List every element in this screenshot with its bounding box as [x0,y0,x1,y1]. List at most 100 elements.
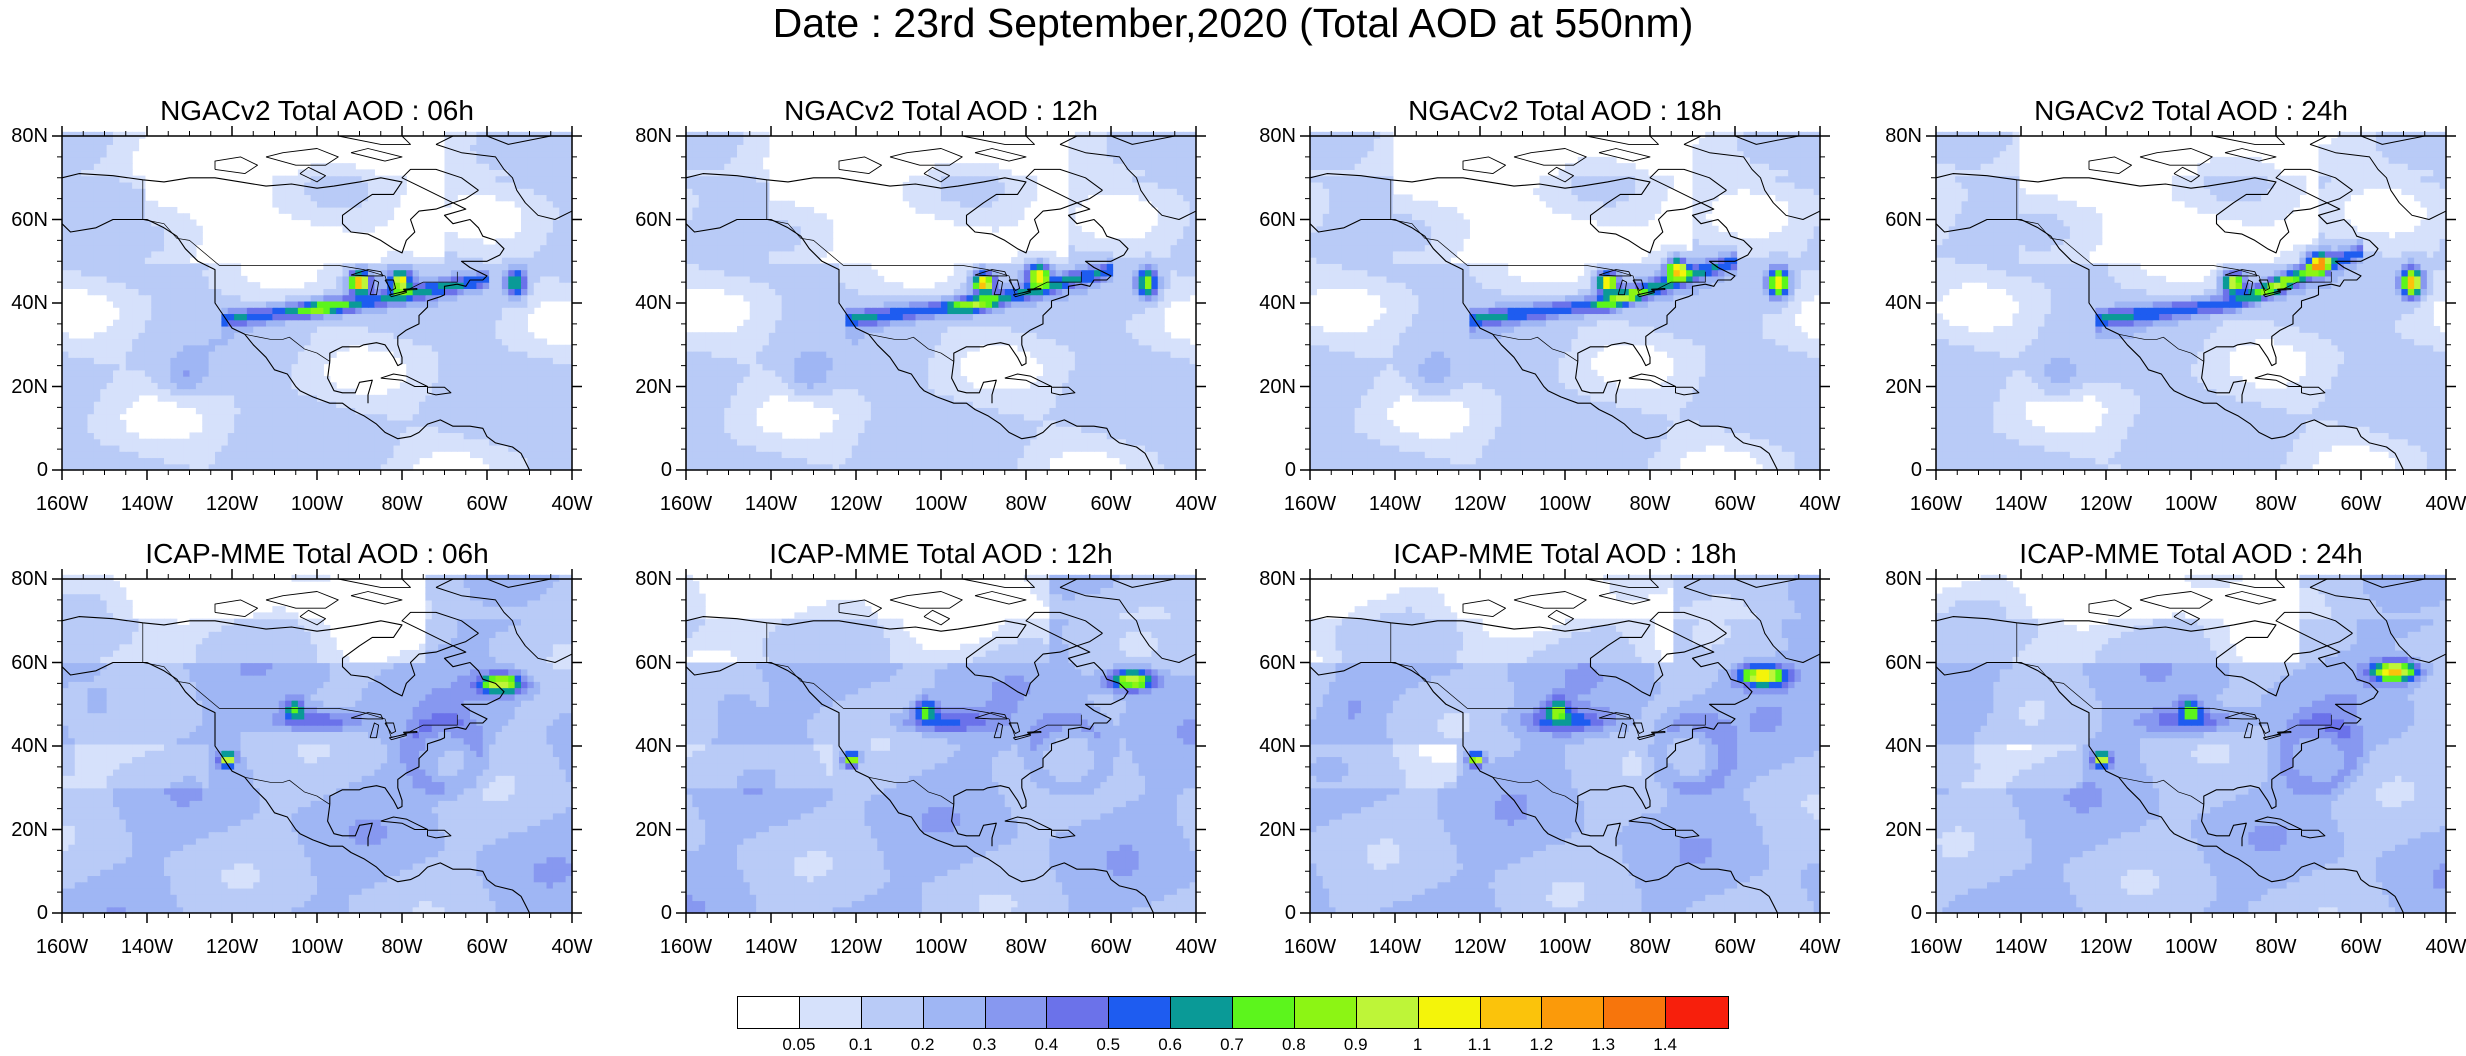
aod-colorbar [737,996,1729,1029]
lon-tick-label: 80W [1005,937,1046,957]
lat-tick-label: 0 [1911,903,1922,923]
panel-title: NGACv2 Total AOD : 18h [1310,94,1820,128]
greenland-outline [1683,578,1821,663]
colorbar-label: 1.3 [1591,1036,1615,1054]
panel-title: NGACv2 Total AOD : 24h [1936,94,2446,128]
lake-outline [350,712,384,720]
colorbar-swatch [1170,996,1234,1029]
colorbar-label: 0.5 [1096,1036,1120,1054]
lat-tick-label: 40N [635,293,672,313]
lon-tick-label: 40W [2425,937,2466,957]
lon-tick-label: 40W [1175,494,1216,514]
island-outline [2173,609,2200,626]
aod-map [676,569,1206,923]
lake-outline [402,287,418,291]
aod-map [1300,569,1830,923]
lake-outline [1598,269,1632,277]
colorbar-swatch [1293,996,1358,1029]
lat-tick-label: 60N [1259,653,1296,673]
greenland-outline [2309,135,2447,220]
lat-tick-label: 80N [635,126,672,146]
pacific-coastline [61,218,530,471]
hispaniola-outline [427,829,452,839]
lake-outline [1026,730,1042,734]
lat-tick-label: 20N [11,820,48,840]
colorbar-label: 0.9 [1344,1036,1368,1054]
island-outline [2139,148,2213,166]
lat-tick-label: 80N [11,569,48,589]
cuba-outline [1004,816,1052,830]
coastlines [61,578,573,914]
map-panel-8: ICAP-MME Total AOD : 24h 80N 60N 40N 20N 0 160… [1885,538,2466,957]
baffin-outline [1025,168,1103,204]
atlantic-coastline [1935,616,2379,810]
lon-tick-label: 160W [660,937,712,957]
map-panel-5: ICAP-MME Total AOD : 06h 80N 60N 40N 20N 0 160… [11,538,592,957]
aod-map [1300,126,1830,480]
lake-outline [2224,712,2258,720]
lake-outline [1008,722,1021,734]
coastlines [1935,135,2447,471]
lon-tick-label: 100W [915,937,967,957]
pacific-coastline [685,218,1154,471]
hispaniola-outline [427,386,452,396]
axis-ticks [1926,126,2456,480]
us-canada-border [766,179,1082,296]
lon-tick-label: 160W [1284,937,1336,957]
coastlines [1935,578,2447,914]
lake-outline [402,730,418,734]
lake-outline [2258,279,2271,291]
hispaniola-outline [1675,829,1700,839]
lon-tick-label: 140W [121,494,173,514]
lon-tick-label: 160W [1284,494,1336,514]
colorbar-swatch [1541,996,1605,1029]
lat-tick-label: 20N [1259,377,1296,397]
us-mexico-border [1492,776,1578,805]
lat-tick-label: 20N [1885,377,1922,397]
baffin-outline [1649,168,1727,204]
atlantic-coastline [61,616,505,810]
lat-tick-label: 40N [1259,293,1296,313]
baffin-outline [401,168,479,204]
lon-tick-label: 160W [1910,937,1962,957]
map-panel-4: NGACv2 Total AOD : 24h 80N 60N 40N 20N 0 160W 1… [1885,95,2466,514]
island-outline [2212,135,2285,145]
lon-tick-label: 80W [1629,937,1670,957]
axis-ticks [676,126,1206,480]
us-mexico-border [244,776,330,805]
us-mexico-border [2118,333,2204,362]
axis-ticks [1300,126,1830,480]
greenland-outline [1059,135,1197,220]
map-panel-3: NGACv2 Total AOD : 18h 80N 60N 40N 20N 0 160W 1… [1259,95,1840,514]
baffin-outline [2275,611,2353,647]
us-canada-border [142,622,458,739]
lon-tick-label: 100W [291,494,343,514]
lon-tick-label: 60W [1090,937,1131,957]
island-outline [2224,591,2277,605]
us-canada-border [766,622,1082,739]
us-canada-border [2016,179,2332,296]
pacific-coastline [61,661,530,914]
lon-tick-label: 80W [2255,494,2296,514]
lon-tick-label: 40W [551,937,592,957]
greenland-outline [2309,578,2447,663]
panel-title: ICAP-MME Total AOD : 12h [686,537,1196,571]
atlantic-coastline [1309,616,1753,810]
lon-tick-label: 160W [36,937,88,957]
colorbar-swatch [922,996,986,1029]
lon-tick-label: 100W [2165,494,2217,514]
greenland-outline [1683,135,1821,220]
us-mexico-border [1492,333,1578,362]
island-outline [923,609,950,626]
island-outline [1462,156,1506,175]
lon-tick-label: 80W [1629,494,1670,514]
lon-tick-label: 60W [466,937,507,957]
lake-outline [2243,279,2254,296]
aod-field [1936,131,2447,471]
gulf-coastline [2201,804,2247,847]
lat-tick-label: 60N [635,210,672,230]
aod-field [62,131,573,471]
lon-tick-label: 140W [745,494,797,514]
island-outline [214,599,258,618]
cuba-outline [1628,373,1676,387]
